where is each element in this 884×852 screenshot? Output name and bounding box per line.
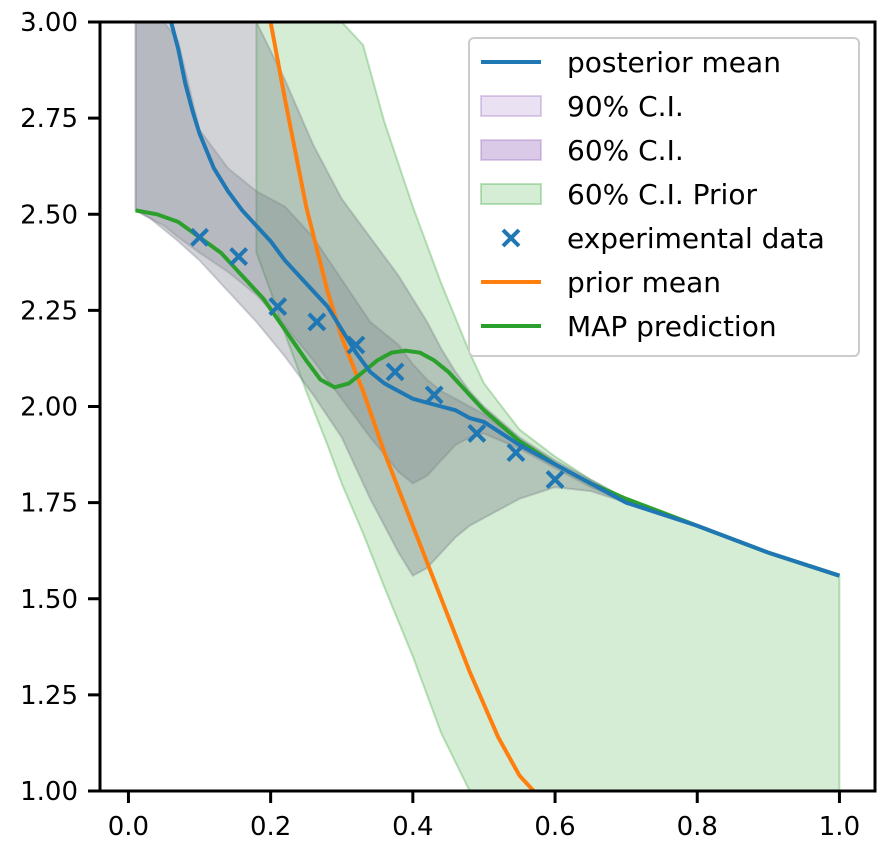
axes: 0.0 0.2 0.4 0.6 0.8 1.0 1.00 1.25 1.50 1.75 2.00 2.… — [20, 8, 877, 842]
legend-patch-handle — [480, 95, 542, 117]
y-tick-label: 1.50 — [20, 585, 78, 615]
data-point-marker — [467, 424, 487, 443]
y-tick-label: 1.00 — [20, 777, 78, 807]
legend-label: prior mean — [567, 266, 721, 299]
data-point-marker — [385, 362, 405, 382]
legend-label: 90% C.I. — [567, 90, 684, 123]
data-point-marker — [190, 227, 209, 247]
x-tick-label: 0.6 — [534, 812, 575, 842]
legend: posterior mean 90% C.I. 60% C.I. 60% C.I. P… — [468, 37, 860, 357]
x-tick-label: 0.4 — [392, 812, 433, 842]
legend-label: posterior mean — [567, 46, 781, 79]
legend-patch-handle — [480, 183, 542, 205]
x-tick-label: 0.0 — [108, 812, 149, 842]
legend-label: MAP prediction — [567, 310, 777, 343]
y-tick-label: 1.75 — [20, 489, 78, 519]
data-point-marker — [545, 470, 565, 489]
posterior-mean-line — [169, 22, 841, 578]
experimental-data-markers — [190, 227, 565, 489]
y-tick-label: 2.50 — [20, 200, 78, 230]
legend-patch-handle — [480, 139, 542, 161]
y-tick-label: 2.75 — [20, 104, 78, 134]
y-tick-label: 2.00 — [20, 393, 78, 423]
data-point-marker — [268, 297, 288, 316]
x-tick-label: 1.0 — [819, 812, 860, 842]
y-tick-label: 3.00 — [20, 8, 78, 38]
data-point-marker — [424, 385, 444, 405]
legend-label: 60% C.I. — [567, 134, 684, 167]
x-tick-label: 0.8 — [677, 812, 718, 842]
y-tick-label: 2.25 — [20, 296, 78, 326]
legend-label: experimental data — [567, 222, 825, 255]
legend-box — [468, 37, 860, 357]
data-point-marker — [307, 312, 327, 332]
legend-marker-handle — [501, 228, 521, 248]
data-point-marker — [506, 443, 526, 463]
prior-ci60-band — [255, 22, 841, 791]
prior-mean-line — [268, 22, 536, 791]
legend-label: 60% C.I. Prior — [567, 178, 757, 211]
data-point-marker — [229, 247, 249, 266]
y-tick-label: 1.25 — [20, 681, 78, 711]
x-tick-label: 0.2 — [250, 812, 291, 842]
data-point-marker — [346, 335, 366, 355]
